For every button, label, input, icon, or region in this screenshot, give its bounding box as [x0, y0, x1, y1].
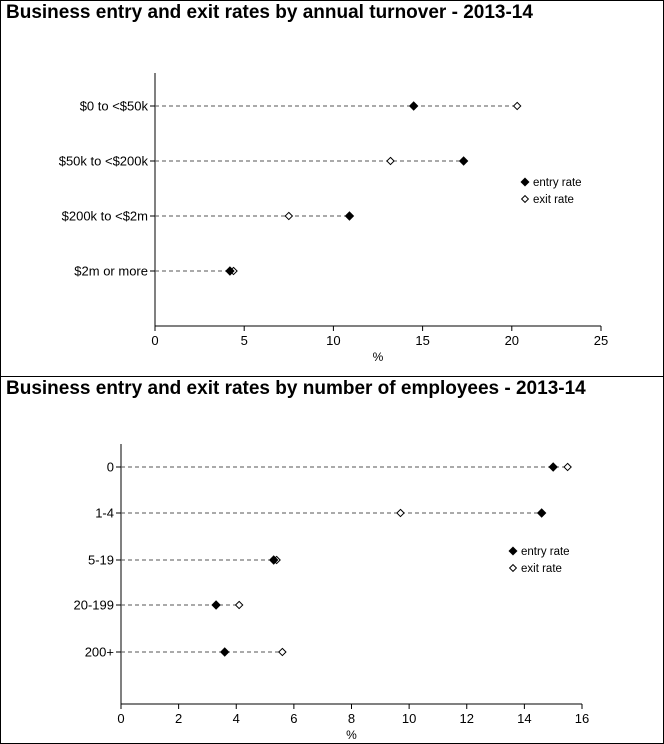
chart-turnover: 0 5 10 15 20 25% $0 to <$50k $50k to <$200k $200… [59, 73, 608, 364]
exit-rate-point [386, 156, 395, 166]
x-axis-label: % [373, 350, 384, 364]
x-tick-label: 20 [505, 333, 519, 348]
exit-rate-point [278, 647, 287, 657]
category-label: 200+ [85, 645, 114, 660]
entry-rate-point [408, 101, 419, 111]
entry-rate-point [225, 266, 235, 276]
legend-entry-marker [520, 177, 530, 187]
x-tick-label: 8 [348, 711, 355, 726]
legend-exit-marker [520, 194, 530, 204]
x-tick-label: 14 [517, 711, 531, 726]
entry-rate-point [211, 600, 221, 610]
entry-rate-point [536, 508, 547, 518]
category-label: $2m or more [74, 264, 148, 279]
exit-rate-point [234, 600, 244, 610]
category-label: 1-4 [95, 506, 114, 521]
x-tick-label: 5 [241, 333, 248, 348]
chart-employees: 0 2 4 6 8 10 12 14 16% 0 1-4 5-19 20-199 200+ entry ra… [74, 444, 589, 742]
category-label: $0 to <$50k [80, 99, 149, 114]
x-tick-label: 0 [117, 711, 124, 726]
entry-rate-point [268, 555, 279, 565]
x-tick-label: 25 [594, 333, 608, 348]
legend-entry-marker [508, 546, 518, 556]
entry-rate-point [344, 211, 355, 221]
x-tick-label: 6 [290, 711, 297, 726]
chart-panel-employees: Business entry and exit rates by number … [0, 376, 664, 744]
x-tick-label: 10 [326, 333, 340, 348]
category-label: 5-19 [88, 553, 114, 568]
legend-label: entry rate [533, 177, 582, 189]
legend-label: exit rate [521, 563, 562, 575]
category-label: $50k to <$200k [59, 154, 149, 169]
entry-rate-point [220, 647, 230, 657]
x-axis-label: % [346, 728, 357, 742]
category-label: 0 [107, 460, 114, 475]
exit-rate-point [284, 211, 294, 221]
x-tick-label: 4 [233, 711, 240, 726]
entry-rate-point [458, 156, 469, 166]
exit-rate-point [396, 508, 405, 518]
exit-rate-point [512, 101, 522, 111]
exit-rate-point [563, 462, 572, 472]
x-tick-label: 0 [151, 333, 158, 348]
category-label: 20-199 [74, 598, 114, 613]
legend-label: entry rate [521, 546, 570, 558]
x-tick-label: 16 [575, 711, 589, 726]
x-tick-label: 2 [175, 711, 182, 726]
x-tick-label: 15 [415, 333, 429, 348]
chart-title: Business entry and exit rates by number … [6, 378, 586, 399]
chart-title: Business entry and exit rates by annual … [6, 2, 533, 23]
legend-label: exit rate [533, 194, 574, 206]
x-tick-label: 10 [402, 711, 416, 726]
entry-rate-point [548, 462, 558, 472]
category-label: $200k to <$2m [62, 209, 148, 224]
chart-panel-turnover: Business entry and exit rates by annual … [0, 0, 664, 377]
legend-exit-marker [508, 563, 518, 573]
x-tick-label: 12 [460, 711, 474, 726]
